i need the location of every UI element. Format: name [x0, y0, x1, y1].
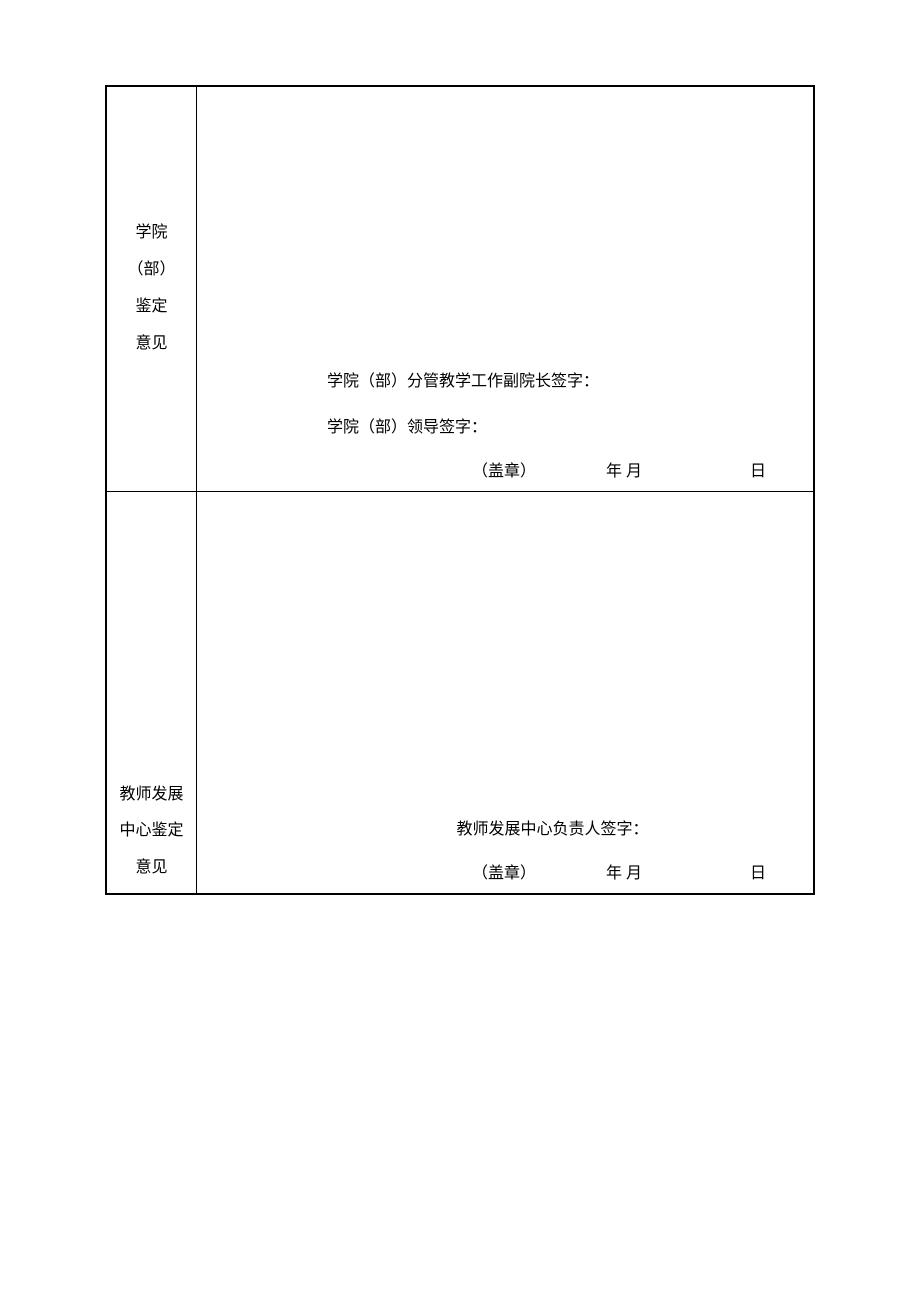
year-month-text: 年 月 — [606, 463, 642, 480]
signature-block: 教师发展中心负责人签字： （盖章） 年 月 日 — [197, 815, 813, 893]
label-text: 鉴定 — [107, 289, 196, 326]
label-text: 意见 — [107, 326, 196, 363]
table-row: 教师发展 中心鉴定 意见 教师发展中心负责人签字： （盖章） 年 月 日 — [107, 492, 814, 894]
day-text: 日 — [750, 865, 766, 882]
label-text: 教师发展 — [107, 777, 196, 814]
row2-label-cell: 教师发展 中心鉴定 意见 — [107, 492, 197, 894]
evaluation-table: 学院 （部） 鉴定 意见 学院（部）分管教学工作副院长签字： 学院（部）领导签字… — [106, 86, 814, 894]
date-line: （盖章） 年 月 日 — [197, 859, 813, 893]
label-text: 中心鉴定 — [107, 813, 196, 850]
day-text: 日 — [750, 463, 766, 480]
label-text: 学院 — [107, 215, 196, 252]
form-table: 学院 （部） 鉴定 意见 学院（部）分管教学工作副院长签字： 学院（部）领导签字… — [105, 85, 815, 895]
signature-line: 教师发展中心负责人签字： — [197, 815, 813, 839]
label-text: （部） — [107, 252, 196, 289]
year-month-text: 年 月 — [606, 865, 642, 882]
stamp-text: （盖章） — [472, 463, 536, 480]
row1-label-cell: 学院 （部） 鉴定 意见 — [107, 87, 197, 492]
signature-block: 学院（部）分管教学工作副院长签字： 学院（部）领导签字： （盖章） 年 月 日 — [197, 367, 813, 491]
stamp-text: （盖章） — [472, 865, 536, 882]
label-text: 意见 — [107, 850, 196, 887]
signature-line: 学院（部）分管教学工作副院长签字： — [327, 367, 813, 391]
date-line: （盖章） 年 月 日 — [327, 457, 813, 481]
signature-line: 学院（部）领导签字： — [327, 413, 813, 437]
row2-content-cell: 教师发展中心负责人签字： （盖章） 年 月 日 — [197, 492, 814, 894]
row1-content-cell: 学院（部）分管教学工作副院长签字： 学院（部）领导签字： （盖章） 年 月 日 — [197, 87, 814, 492]
table-row: 学院 （部） 鉴定 意见 学院（部）分管教学工作副院长签字： 学院（部）领导签字… — [107, 87, 814, 492]
